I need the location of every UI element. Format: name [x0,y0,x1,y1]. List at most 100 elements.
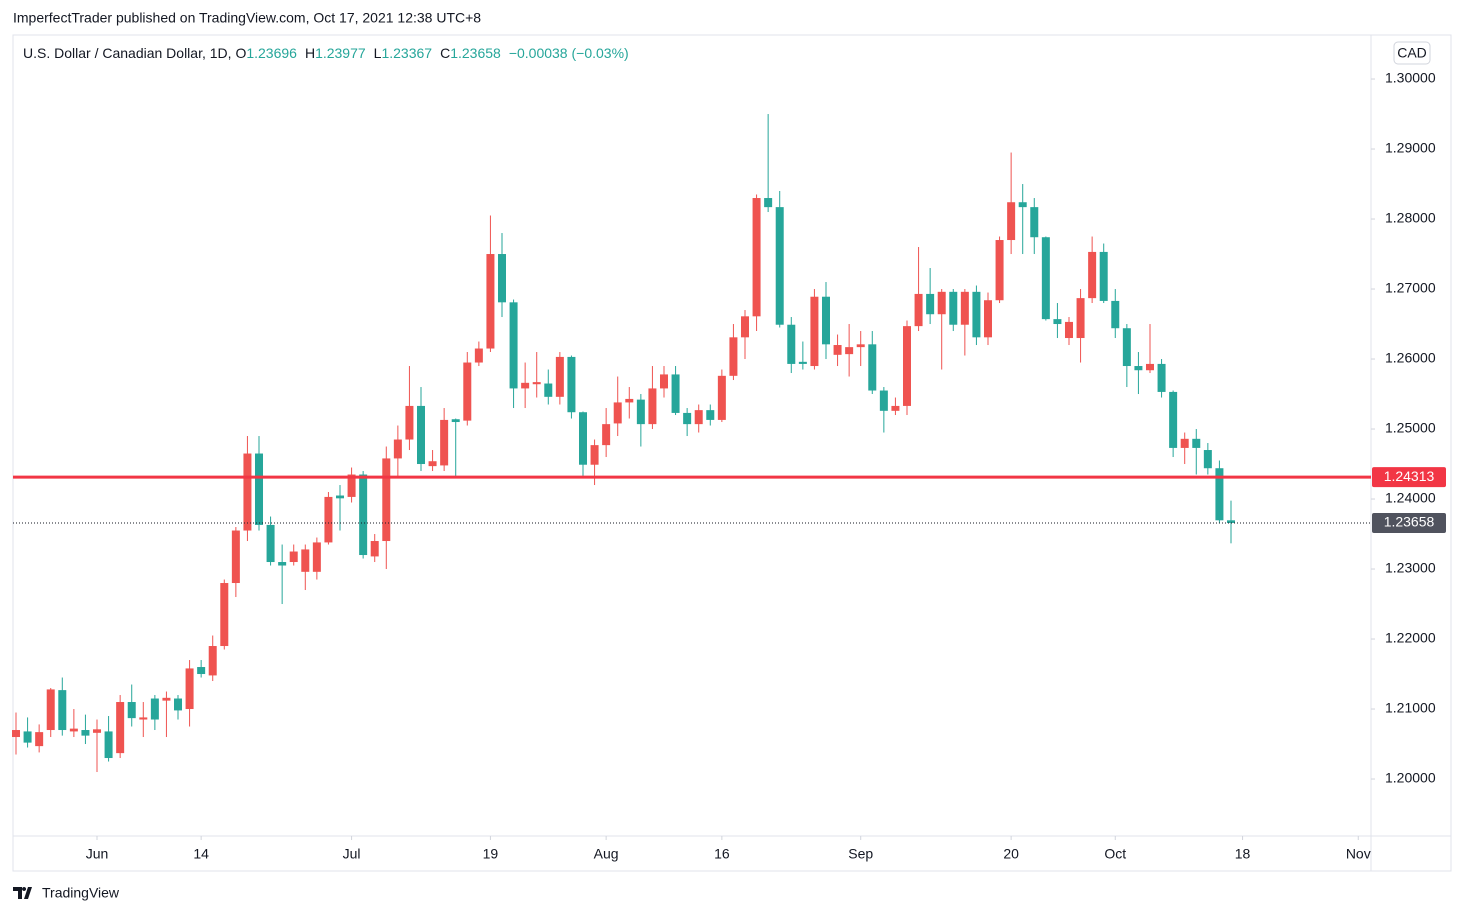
candle-body [972,291,981,338]
candle-body [671,374,680,413]
candle-body [81,730,90,736]
y-tick-label: 1.28000 [1385,210,1436,226]
candle-body [1122,328,1131,367]
ohlc-label: O [235,45,246,61]
candle-body [1088,251,1097,299]
candle-body [150,698,159,720]
candle-body [231,530,240,584]
candle-body [1099,251,1108,301]
candle-body [845,347,854,355]
candle-body [312,542,321,572]
currency-box [1393,41,1431,65]
candle-body [567,356,576,413]
candle-body [1169,391,1178,448]
candle-body [717,375,726,420]
low-value: 1.23367 [381,45,432,61]
x-tick-label: 14 [193,846,209,862]
candle-body [324,496,333,543]
candle-body [1192,438,1201,448]
y-tick-label: 1.22000 [1385,630,1436,646]
candle-body [902,326,911,406]
candle-body [856,344,865,348]
candle-body [532,382,541,385]
level-label: 1.24313 [1384,468,1435,484]
candle-body [474,348,483,363]
candle-body [289,551,298,563]
candle-body [706,410,715,420]
candle-body [648,388,657,425]
candle-body [833,345,842,355]
candle-body [555,356,564,397]
x-tick-label: 18 [1235,846,1251,862]
last-price-box [1372,512,1446,533]
x-tick-label: 20 [1003,846,1019,862]
y-tick-label: 1.23000 [1385,560,1436,576]
candle-body [636,399,645,425]
candle-body [683,412,692,425]
candle-body [12,730,21,738]
candle-body [1134,366,1143,371]
y-tick-label: 1.24000 [1385,490,1436,506]
candle-body [104,731,113,759]
candle-body [602,424,611,446]
candle-body [1226,520,1235,523]
candle-body [937,291,946,315]
legend: U.S. Dollar / Canadian Dollar, 1D, O 1.23… [23,45,629,61]
published-line: ImperfectTrader published on TradingView… [13,10,481,26]
candle-body [1203,450,1212,469]
candle-body [359,474,368,556]
candle-body [752,198,761,317]
high-value: 1.23977 [315,45,366,61]
candle-body [266,524,275,563]
candle-body [405,405,414,440]
candle-body [764,198,773,208]
candle-body [960,291,969,325]
candle-body [521,382,530,389]
candle-body [440,419,449,466]
candle-body [544,383,553,397]
candle-body [35,732,44,747]
candle-body [995,240,1004,301]
candle-body [1030,207,1039,238]
x-tick-label: Jun [86,846,109,862]
ohlc-label: L [374,45,382,61]
candle-body [463,362,472,421]
frame [12,34,1452,872]
candle-body [336,495,345,499]
x-tick-label: Jul [343,846,361,862]
candle-body [983,300,992,338]
candle-body [1111,300,1120,329]
candle-body [775,207,784,325]
candle-body [1018,202,1027,208]
logo-mark [13,887,32,899]
candle-body [139,717,148,720]
candle-body [1041,237,1050,320]
candle-body [174,698,183,711]
ohlc-label: H [305,45,315,61]
candle-body [613,402,622,424]
candle-body [810,296,819,367]
currency: CAD [1397,45,1427,61]
candle-body [1064,321,1073,339]
ohlc-label: C [440,45,450,61]
candle-body [23,731,32,743]
candle-body [914,293,923,327]
candle-body [197,667,206,675]
x-tick-label: Oct [1104,846,1126,862]
candle-body [243,453,252,531]
candle-body [740,316,749,338]
candle-body [787,324,796,364]
x-tick-label: Sep [848,846,873,862]
candle-body [879,390,888,411]
brand: TradingView [42,885,120,901]
candle-body [162,697,171,701]
x-tick-label: 16 [714,846,730,862]
change: −0.00038 (−0.03%) [509,45,629,61]
candle-body [255,453,264,525]
last-price-label: 1.23658 [1384,514,1435,530]
symbol: U.S. Dollar / Canadian Dollar, 1D, [23,45,235,61]
candle-body [127,702,136,719]
candle-body [659,374,668,389]
candle-body [949,291,958,325]
